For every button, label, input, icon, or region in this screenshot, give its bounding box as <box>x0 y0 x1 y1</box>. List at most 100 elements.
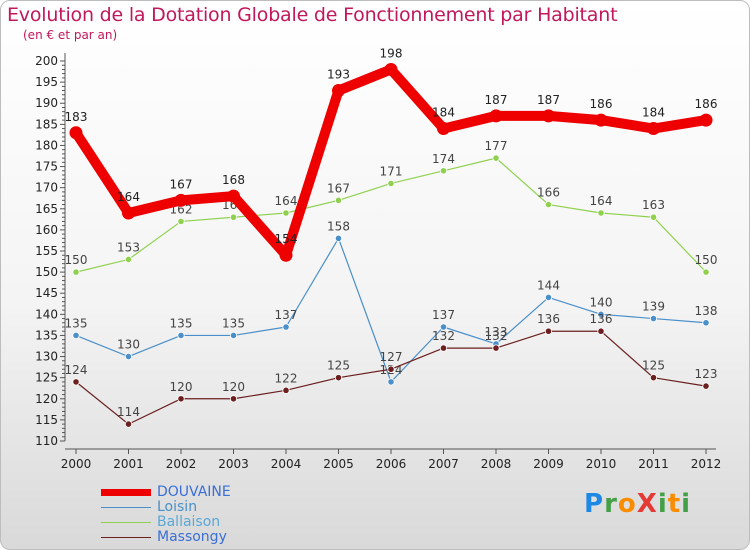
data-point-douvaine <box>384 62 398 76</box>
y-tick-label: 110 <box>35 434 58 448</box>
x-tick-label: 2005 <box>323 457 354 471</box>
data-label-ballaison: 171 <box>380 164 403 178</box>
x-tick-label: 2004 <box>271 457 302 471</box>
y-tick-label: 125 <box>35 371 58 385</box>
legend-label-loisin: Loisin <box>157 499 198 515</box>
data-label-douvaine: 183 <box>65 110 88 124</box>
data-label-douvaine: 184 <box>642 106 665 120</box>
data-point-ballaison <box>177 217 185 226</box>
x-tick-label: 2009 <box>533 457 564 471</box>
data-point-ballaison <box>649 213 658 221</box>
data-point-douvaine <box>437 122 450 136</box>
y-tick-label: 195 <box>35 75 58 89</box>
data-label-douvaine: 198 <box>380 46 403 60</box>
logo-letter: X <box>636 489 658 519</box>
data-label-loisin: 139 <box>642 300 665 314</box>
data-point-massongy <box>72 378 80 386</box>
data-label-massongy: 125 <box>327 359 350 373</box>
data-point-massongy <box>334 374 343 382</box>
data-point-douvaine <box>489 109 503 123</box>
data-point-douvaine <box>174 193 188 207</box>
data-label-douvaine: 154 <box>275 232 298 246</box>
data-point-massongy <box>439 344 448 352</box>
x-tick-label: 2002 <box>166 457 197 471</box>
data-point-massongy <box>177 395 185 403</box>
y-tick-label: 135 <box>35 328 58 342</box>
data-label-loisin: 140 <box>590 295 613 309</box>
data-label-douvaine: 184 <box>432 106 455 120</box>
data-point-massongy <box>492 344 500 352</box>
data-label-loisin: 138 <box>695 304 718 318</box>
y-tick-label: 180 <box>35 138 58 152</box>
data-label-massongy: 124 <box>65 363 88 377</box>
data-point-ballaison <box>334 196 343 204</box>
logo-letter: r <box>604 489 618 519</box>
data-point-massongy <box>282 386 290 394</box>
data-point-douvaine <box>542 109 555 123</box>
data-point-loisin <box>702 319 710 327</box>
data-label-massongy: 127 <box>380 350 403 364</box>
legend-item-ballaison: Ballaison <box>101 515 281 530</box>
legend-swatch-douvaine <box>101 489 151 496</box>
proxiti-logo: ProXiti <box>584 489 691 519</box>
legend-label-douvaine: DOUVAINE <box>157 484 231 500</box>
legend-item-massongy: Massongy <box>101 530 281 545</box>
y-tick-label: 200 <box>35 54 58 68</box>
legend-swatch-massongy <box>101 537 151 538</box>
data-label-ballaison: 166 <box>537 186 560 200</box>
data-point-loisin <box>544 293 553 302</box>
data-point-ballaison <box>702 268 710 276</box>
data-point-loisin <box>124 352 133 361</box>
logo-letter: i <box>681 489 692 519</box>
y-tick-label: 170 <box>35 181 58 195</box>
data-label-douvaine: 193 <box>327 68 350 82</box>
y-tick-label: 165 <box>35 202 58 216</box>
data-label-douvaine: 164 <box>117 190 140 204</box>
x-tick-label: 2001 <box>113 457 144 471</box>
series-line-massongy <box>75 330 707 425</box>
legend-swatch-ballaison <box>101 522 151 523</box>
data-point-massongy <box>702 382 710 390</box>
data-point-ballaison <box>439 167 448 175</box>
data-point-douvaine <box>647 122 660 136</box>
data-label-massongy: 122 <box>275 371 298 385</box>
data-label-ballaison: 153 <box>117 240 140 254</box>
data-label-ballaison: 164 <box>275 194 298 208</box>
legend-label-massongy: Massongy <box>157 529 227 545</box>
data-point-massongy <box>597 327 605 335</box>
y-tick-label: 140 <box>35 307 58 321</box>
data-point-loisin <box>597 310 605 318</box>
y-tick-label: 130 <box>35 350 58 364</box>
data-label-loisin: 130 <box>117 338 140 352</box>
data-point-douvaine <box>227 189 240 203</box>
data-label-massongy: 114 <box>117 405 140 419</box>
logo-letter: i <box>657 489 668 519</box>
logo-letter: o <box>617 489 637 519</box>
data-label-douvaine: 187 <box>485 93 508 107</box>
data-label-ballaison: 163 <box>642 198 665 212</box>
data-point-loisin <box>649 314 658 323</box>
data-point-ballaison <box>492 154 500 162</box>
legend-item-loisin: Loisin <box>101 500 281 515</box>
y-tick-label: 160 <box>35 223 58 237</box>
data-point-massongy <box>649 374 658 382</box>
y-tick-label: 150 <box>35 265 58 279</box>
y-tick-label: 115 <box>35 413 58 427</box>
data-point-massongy <box>544 327 553 335</box>
data-point-ballaison <box>229 213 238 221</box>
data-label-loisin: 135 <box>170 316 193 330</box>
x-tick-label: 2012 <box>691 457 722 471</box>
y-tick-label: 145 <box>35 286 58 300</box>
data-point-ballaison <box>387 179 395 188</box>
data-label-douvaine: 186 <box>590 97 613 111</box>
data-label-loisin: 144 <box>537 278 560 292</box>
data-point-ballaison <box>544 200 553 209</box>
x-tick-label: 2000 <box>61 457 92 471</box>
data-point-douvaine <box>699 113 713 127</box>
legend: DOUVAINE Loisin Ballaison Massongy <box>101 485 281 545</box>
chart-subtitle: (en € et par an) <box>23 28 118 42</box>
data-label-massongy: 120 <box>170 380 193 394</box>
data-point-massongy <box>124 420 133 428</box>
legend-label-ballaison: Ballaison <box>157 514 221 530</box>
data-point-massongy <box>229 395 238 403</box>
